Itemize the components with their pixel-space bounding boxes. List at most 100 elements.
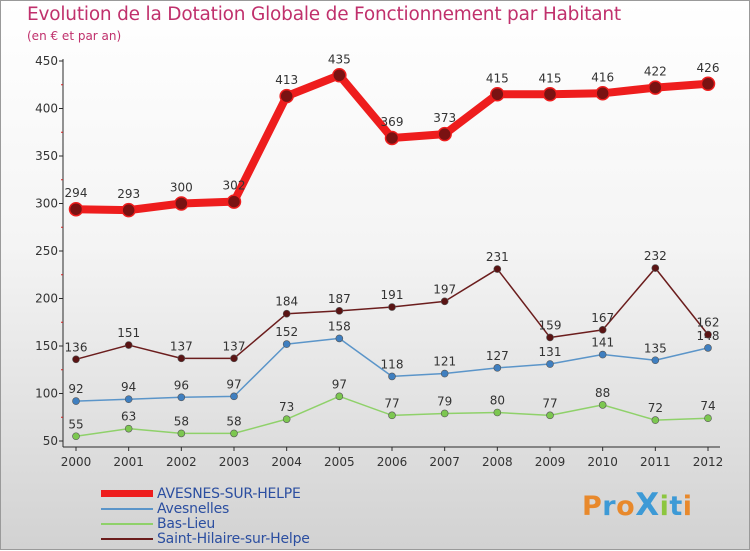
- data-point: [124, 341, 133, 349]
- series-bas-lieu: 55 63 58 58 73 97 77 79 80 77 88 72 74: [68, 377, 716, 441]
- data-label: 80: [490, 394, 505, 408]
- data-label: 191: [381, 288, 404, 302]
- data-label: 141: [591, 336, 614, 350]
- data-label: 131: [539, 345, 562, 359]
- data-point: [384, 130, 400, 146]
- data-point: [651, 416, 660, 424]
- data-label: 74: [700, 399, 715, 413]
- series-avesnes-sur-helpe: 294 293 300 302 413 435 369 373 415 415 416 422 426: [65, 52, 720, 218]
- y-tick-label: 200: [35, 292, 58, 306]
- legend-item: AVESNES-SUR-HELPE: [101, 485, 310, 502]
- data-point: [493, 408, 502, 417]
- data-label: 152: [275, 325, 298, 339]
- data-point: [440, 409, 449, 418]
- x-tick-label: 2007: [429, 455, 460, 469]
- x-tick-label: 2004: [271, 455, 302, 469]
- data-point: [704, 344, 712, 352]
- data-point: [332, 68, 347, 83]
- legend-swatch: [101, 537, 153, 540]
- x-tick-label: 2009: [535, 455, 566, 469]
- legend: AVESNES-SUR-HELPE Avesnelles Bas-Lieu Saint…: [101, 485, 310, 547]
- x-tick-label: 2005: [324, 455, 355, 469]
- legend-item: Saint-Hilaire-sur-Helpe: [101, 531, 310, 547]
- data-label: 121: [433, 355, 456, 369]
- data-label: 96: [174, 378, 189, 392]
- data-point: [282, 309, 291, 318]
- data-point: [388, 411, 396, 420]
- data-label: 97: [332, 377, 347, 391]
- data-point: [546, 333, 554, 342]
- legend-item: Bas-Lieu: [101, 515, 310, 532]
- data-label: 422: [644, 65, 667, 79]
- data-point: [226, 194, 242, 209]
- data-point: [651, 264, 660, 272]
- data-label: 302: [223, 179, 246, 193]
- legend-swatch: [101, 522, 153, 525]
- data-point: [651, 356, 660, 365]
- legend-swatch: [101, 490, 153, 497]
- y-tick-label: 250: [35, 244, 58, 258]
- data-label: 55: [68, 417, 83, 431]
- data-label: 426: [697, 61, 720, 75]
- chart-subtitle: (en € et par an): [27, 29, 122, 43]
- data-point: [704, 414, 712, 423]
- data-label: 184: [275, 295, 298, 309]
- legend-label: AVESNES-SUR-HELPE: [157, 485, 301, 502]
- data-label: 415: [539, 71, 562, 85]
- x-tick-label: 2001: [113, 455, 144, 469]
- data-point: [72, 432, 80, 441]
- data-label: 373: [433, 111, 456, 125]
- legend-label: Avesnelles: [157, 500, 230, 517]
- data-point: [493, 265, 502, 273]
- data-point: [230, 392, 238, 401]
- data-label: 187: [328, 292, 351, 306]
- data-label: 118: [381, 357, 404, 371]
- chart-title: Evolution de la Dotation Globale de Fonc…: [27, 4, 621, 25]
- data-label: 94: [121, 380, 136, 394]
- data-point: [177, 393, 186, 402]
- data-point: [595, 86, 610, 101]
- legend-label: Bas-Lieu: [157, 515, 216, 532]
- data-label: 88: [595, 386, 610, 400]
- data-label: 197: [433, 282, 456, 296]
- data-label: 232: [644, 249, 667, 263]
- data-label: 162: [697, 316, 720, 330]
- legend-swatch: [101, 507, 153, 510]
- data-label: 58: [174, 414, 189, 428]
- data-label: 97: [226, 377, 241, 391]
- x-tick-label: 2003: [219, 455, 250, 469]
- y-tick-label: 150: [35, 339, 58, 353]
- data-label: 167: [591, 311, 614, 325]
- data-label: 294: [65, 186, 88, 200]
- data-label: 63: [121, 410, 136, 424]
- data-label: 135: [644, 341, 667, 355]
- data-point: [598, 326, 607, 334]
- data-point: [230, 429, 238, 438]
- data-point: [68, 201, 84, 217]
- data-point: [437, 126, 452, 142]
- x-tick-label: 2011: [640, 455, 671, 469]
- data-point: [493, 364, 502, 372]
- data-label: 72: [648, 401, 663, 415]
- data-point: [335, 334, 344, 343]
- data-point: [124, 395, 133, 404]
- data-point: [546, 360, 554, 368]
- data-point: [282, 415, 291, 423]
- y-tick-label: 300: [35, 197, 58, 211]
- data-point: [440, 297, 449, 306]
- series-avesnelles: 92949697152158118121127131141135148: [68, 319, 719, 405]
- data-point: [335, 307, 344, 315]
- x-tick-label: 2010: [587, 455, 618, 469]
- data-point: [124, 424, 133, 433]
- data-point: [388, 303, 396, 311]
- data-point: [700, 76, 716, 92]
- data-point: [282, 340, 291, 348]
- data-point: [230, 354, 238, 363]
- proxiti-logo: ProXiti: [582, 487, 693, 523]
- data-point: [648, 80, 663, 95]
- data-label: 415: [486, 71, 509, 85]
- data-label: 293: [117, 187, 140, 201]
- data-label: 416: [591, 70, 614, 84]
